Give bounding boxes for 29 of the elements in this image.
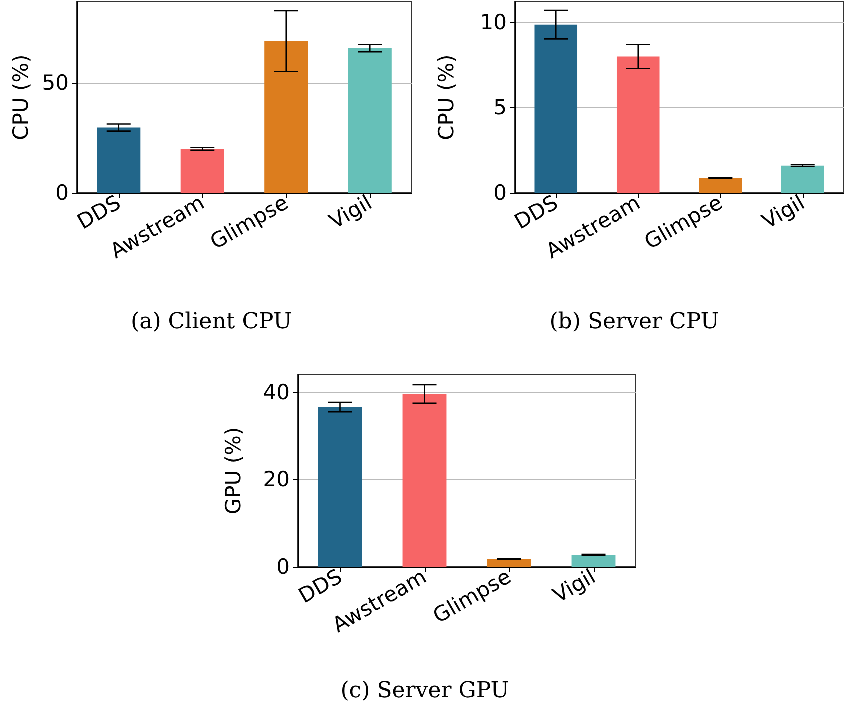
bar <box>534 24 578 193</box>
y-axis-title: GPU (%) <box>222 427 246 515</box>
y-axis-title: CPU (%) <box>8 54 33 140</box>
bar <box>487 559 532 567</box>
x-tick-label: Vigil <box>758 190 809 234</box>
y-tick-label: 0 <box>276 555 290 579</box>
y-tick-label: 5 <box>494 96 507 120</box>
bar <box>699 178 742 193</box>
y-tick-label: 50 <box>42 71 69 96</box>
x-tick-label: Vigil <box>549 564 600 608</box>
y-tick-label: 0 <box>494 181 507 205</box>
bar <box>97 128 141 193</box>
y-axis-title: CPU (%) <box>434 54 458 140</box>
bar <box>348 48 392 193</box>
y-tick-label: 20 <box>263 468 290 492</box>
text: (b) Server CPU <box>550 310 720 334</box>
y-tick-label: 40 <box>263 380 290 404</box>
bar <box>402 394 447 567</box>
text: (c) Server GPU <box>340 678 510 704</box>
text: (a) Client CPU <box>131 310 292 334</box>
y-tick-label: 10 <box>480 10 507 34</box>
bar <box>616 56 660 193</box>
bar <box>781 166 824 193</box>
bar <box>264 41 308 193</box>
bar <box>180 149 224 193</box>
y-tick-label: 0 <box>56 181 69 205</box>
bar <box>572 555 616 567</box>
x-tick-label: Vigil <box>325 190 376 234</box>
bar <box>318 407 362 567</box>
